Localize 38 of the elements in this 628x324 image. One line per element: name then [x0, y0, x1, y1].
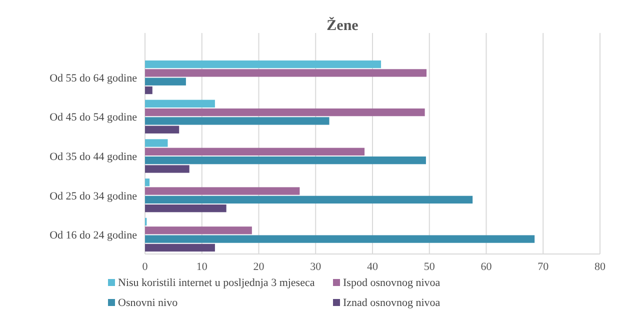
bar	[145, 148, 365, 156]
chart-title: Žene	[326, 16, 359, 34]
bar	[145, 165, 190, 173]
y-tick-label: Od 45 do 54 godine	[50, 112, 138, 124]
bar	[145, 178, 150, 186]
x-tick-label: 50	[424, 261, 436, 273]
y-tick-label: Od 35 do 44 godine	[50, 151, 138, 163]
legend-label: Ispod osnovnog nivoa	[343, 277, 440, 289]
y-tick-label: Od 25 do 34 godine	[50, 190, 138, 202]
x-tick-label: 0	[142, 261, 148, 273]
bar	[145, 86, 152, 94]
bar	[145, 117, 330, 125]
bar	[145, 187, 300, 195]
bar	[145, 78, 186, 86]
x-tick-label: 10	[196, 261, 208, 273]
legend-label: Nisu koristili internet u posljednja 3 mjeseca	[118, 277, 315, 289]
bar	[145, 139, 168, 147]
bar	[145, 244, 215, 252]
bar	[145, 60, 382, 68]
x-tick-label: 20	[253, 261, 265, 273]
y-tick-label: Od 16 do 24 godine	[50, 230, 138, 242]
bar	[145, 196, 473, 204]
legend-label: Osnovni nivo	[118, 297, 178, 309]
bar	[145, 100, 215, 108]
x-tick-label: 40	[367, 261, 378, 273]
y-tick-label: Od 55 do 64 godine	[50, 72, 138, 84]
bar	[145, 126, 180, 134]
bar	[145, 226, 252, 234]
bar	[145, 156, 426, 164]
x-tick-label: 60	[480, 261, 492, 273]
x-tick-label: 30	[310, 261, 322, 273]
bar	[145, 204, 226, 212]
x-tick-label: 70	[538, 261, 550, 273]
legend-label: Iznad osnovnog nivoa	[343, 297, 440, 309]
bar	[145, 235, 535, 243]
bar	[145, 108, 425, 116]
bar	[145, 69, 427, 77]
x-tick-label: 80	[594, 261, 606, 273]
